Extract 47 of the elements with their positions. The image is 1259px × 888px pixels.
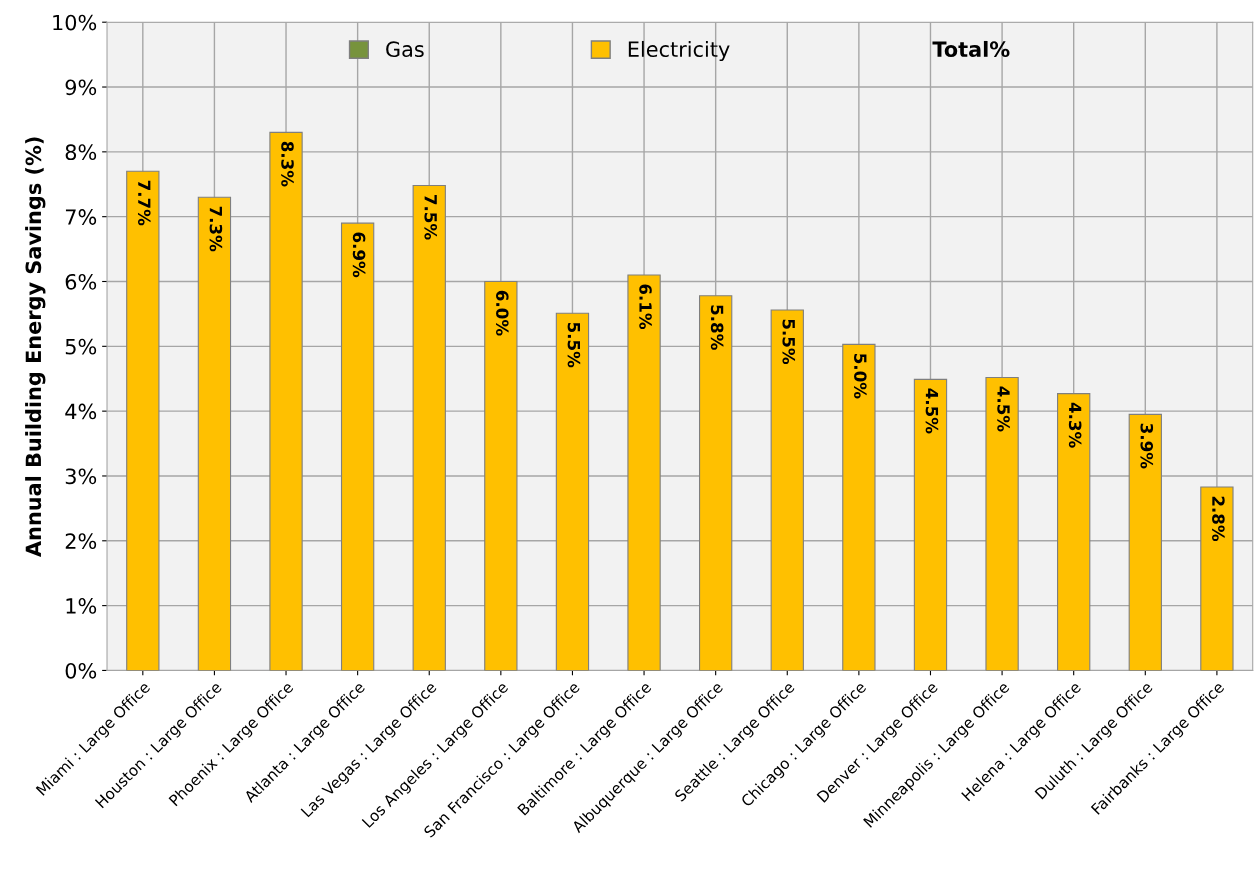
total-label: 6.0% (496, 290, 509, 336)
bar (340, 222, 375, 671)
bar (1057, 393, 1091, 671)
y-axis-title: Annual Building Energy Savings (%) (25, 137, 46, 557)
bar (913, 378, 948, 671)
total-label: 4.3% (1068, 402, 1082, 448)
total-label: 6.1% (639, 284, 652, 330)
total-label: 6.9% (352, 232, 366, 278)
total-label: 8.3% (281, 141, 294, 187)
bar (770, 309, 804, 671)
total-label: 4.5% (997, 386, 1010, 432)
y-tick-label: 3% (65, 468, 97, 485)
legend-title: Total% (932, 40, 1010, 58)
y-tick-label: 10% (53, 14, 97, 31)
bar (985, 376, 1019, 671)
total-label: 5.5% (567, 322, 581, 368)
total-label: 7.3% (209, 206, 223, 252)
bar (842, 343, 876, 671)
bar (269, 131, 303, 671)
total-label: 7.7% (137, 180, 151, 226)
bar (627, 274, 661, 671)
bar (412, 185, 446, 671)
bar (126, 170, 160, 671)
bar (555, 312, 590, 671)
y-tick-label: 5% (65, 338, 97, 355)
bar (197, 196, 232, 671)
total-label: 2.8% (1212, 496, 1225, 542)
bar (1128, 413, 1162, 671)
bar (484, 280, 518, 671)
y-tick-label: 1% (66, 598, 97, 614)
total-label: 7.5% (424, 195, 438, 240)
bar (1200, 486, 1234, 671)
bar (698, 295, 733, 671)
total-label: 5.0% (854, 354, 867, 399)
legend-label: Gas (386, 41, 424, 58)
y-tick-label: 6% (65, 273, 97, 290)
total-label: 5.5% (782, 319, 796, 365)
legend-label: Electricity (628, 40, 730, 62)
y-tick-label: 2% (65, 533, 97, 549)
y-tick-label: 0% (65, 662, 97, 679)
total-label: 4.5% (925, 388, 939, 434)
y-tick-label: 9% (65, 79, 97, 96)
y-tick-label: 7% (65, 209, 97, 225)
total-label: 3.9% (1140, 423, 1154, 469)
y-tick-label: 8% (65, 144, 97, 161)
total-label: 5.8% (710, 305, 724, 350)
y-tick-label: 4% (65, 403, 97, 420)
